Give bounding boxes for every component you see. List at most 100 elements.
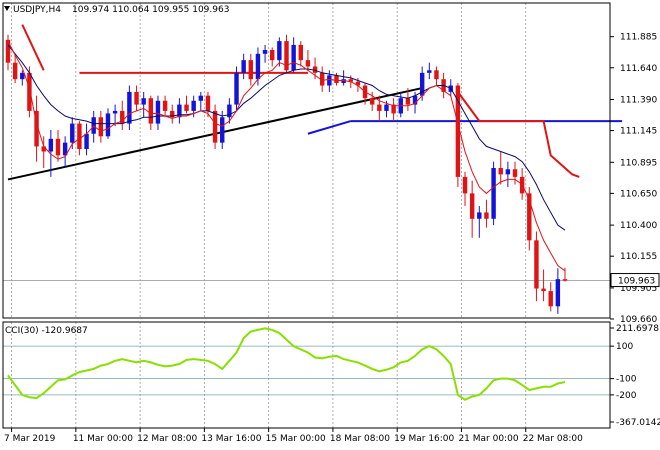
candle-bull <box>127 91 132 124</box>
y-tick-label: 111.640 <box>620 64 657 74</box>
candles <box>5 34 568 314</box>
candle-bull <box>141 98 146 105</box>
cci-tick-label: 211.6978 <box>616 324 659 334</box>
y-tick-label: 111.885 <box>620 33 657 43</box>
candle-bear <box>312 66 318 73</box>
candle-bear <box>391 104 396 114</box>
main-grid <box>3 3 610 318</box>
candle-bear <box>348 79 353 82</box>
candle-bull <box>105 113 111 137</box>
candle-bull <box>227 104 232 118</box>
candle-bull <box>427 70 432 73</box>
ohlc-readout: 109.974 110.064 109.955 109.963 <box>72 5 229 15</box>
candle-bull <box>384 104 389 111</box>
y-tick-label: 111.390 <box>620 95 657 105</box>
candle-bull <box>555 279 561 307</box>
candle-bear <box>212 110 218 143</box>
candle-bull <box>234 72 239 105</box>
candle-bull <box>84 133 89 149</box>
y-tick-label: 110.895 <box>620 158 657 168</box>
candle-bear <box>562 279 568 281</box>
candle-bear <box>270 50 275 61</box>
candle-bear <box>455 85 461 177</box>
candle-bull <box>327 75 332 86</box>
dropdown-triangle-icon[interactable] <box>4 6 10 11</box>
candle-bear <box>98 117 104 137</box>
y-tick-label: 109.660 <box>620 315 657 325</box>
trendlines <box>7 24 623 181</box>
candle-bull <box>48 138 54 152</box>
descending-line <box>21 24 45 71</box>
ma-slow-line <box>7 44 566 231</box>
candle-bull <box>419 72 425 96</box>
candle-bear <box>162 100 168 111</box>
candle-bear <box>205 95 211 111</box>
y-tick-label: 111.145 <box>620 127 657 137</box>
candle-bear <box>548 291 553 307</box>
candle-bull <box>262 50 268 54</box>
candle-bear <box>41 146 46 152</box>
candle-bear <box>305 60 311 67</box>
candle-bull <box>505 169 511 175</box>
candle-bear <box>534 240 539 289</box>
candle-bear <box>512 169 518 177</box>
candle-bear <box>541 288 546 292</box>
cci-indicator <box>3 327 610 401</box>
candle-bull <box>20 72 25 80</box>
price-label-box <box>610 273 660 288</box>
candle-bear <box>434 70 439 80</box>
moving-averages <box>7 40 566 272</box>
candle-bull <box>220 117 225 143</box>
axes: 7 Mar 2019 11 Mar 00:00 12 Mar 08:00 13 Mar… <box>2 2 660 444</box>
candle-bull <box>155 100 161 124</box>
cci-tick-label: -100 <box>616 375 637 385</box>
candle-bear <box>248 60 254 80</box>
y-tick-label: 110.650 <box>620 189 657 199</box>
candle-bull <box>62 142 68 156</box>
candle-bear <box>369 98 375 105</box>
x-tick-label: 15 Mar 00:00 <box>266 434 326 444</box>
indicator-label: CCI(30) -120.9687 <box>5 326 88 336</box>
cci-tick-label: -200 <box>616 391 637 401</box>
candle-bear <box>170 110 175 118</box>
x-tick-label: 19 Mar 16:00 <box>394 434 454 444</box>
candle-bear <box>527 193 532 241</box>
candle-bull <box>291 44 296 71</box>
x-tick-label: 7 Mar 2019 <box>4 434 56 444</box>
candle-bull <box>198 95 204 101</box>
candle-bear <box>34 110 39 147</box>
indicator-grid <box>11 322 527 428</box>
cci-tick-label: -367.0142 <box>616 418 660 428</box>
ma-fast-line <box>7 40 566 272</box>
candle-bull <box>491 168 496 219</box>
cci-tick-label: 100 <box>616 342 633 352</box>
candle-bull <box>341 79 346 83</box>
candle-bull <box>477 212 482 219</box>
candle-bear <box>405 98 411 105</box>
symbol-label: USDJPY,H4 <box>13 5 61 15</box>
candle-bear <box>377 104 382 111</box>
candle-bear <box>284 41 289 71</box>
candle-bull <box>255 53 261 80</box>
main-panel-frame <box>2 2 611 319</box>
candle-bear <box>77 123 82 149</box>
y-tick-label: 110.155 <box>620 252 657 262</box>
candle-bull <box>112 110 118 114</box>
candle-bear <box>148 98 154 124</box>
y-tick-label: 110.400 <box>620 221 657 231</box>
candle-bull <box>412 95 418 105</box>
candle-bear <box>462 176 468 194</box>
indicator-panel-frame <box>2 321 611 429</box>
trendline <box>307 120 352 135</box>
candle-bear <box>120 110 125 124</box>
candle-bear <box>355 81 361 86</box>
candle-bear <box>469 193 475 219</box>
candle-bear <box>12 62 18 80</box>
x-tick-label: 11 Mar 00:00 <box>73 434 133 444</box>
candle-bear <box>27 72 32 111</box>
candle-bull <box>177 104 182 118</box>
cci-line <box>7 327 566 401</box>
candle-bear <box>319 72 325 86</box>
candle-bear <box>55 138 61 156</box>
